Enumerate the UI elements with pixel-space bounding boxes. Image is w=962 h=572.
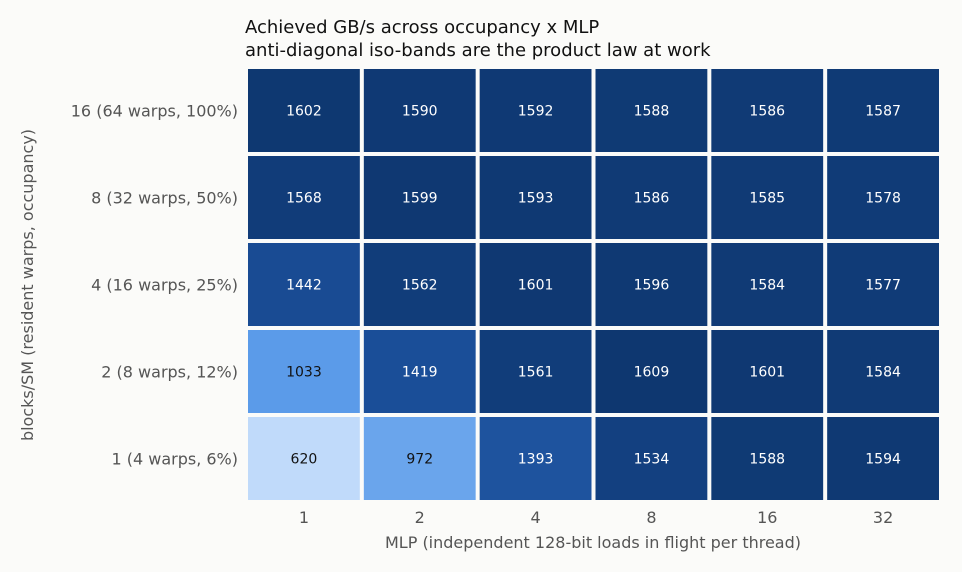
heatmap-cell (363, 330, 476, 413)
heatmap-cell (248, 417, 360, 500)
heatmap-cell (595, 417, 708, 500)
heatmap-cell (827, 243, 939, 326)
cell-value-label: 1588 (634, 104, 670, 120)
heatmap-cell (363, 417, 476, 500)
cell-value-label: 1590 (402, 104, 438, 120)
cell-value-label: 1587 (865, 104, 901, 120)
heatmap-cell (827, 69, 939, 152)
cell-value-label: 1584 (749, 278, 785, 294)
x-axis-label: MLP (independent 128-bit loads in flight… (385, 533, 801, 552)
heatmap-cell (248, 330, 360, 413)
heatmap-cell (479, 156, 592, 239)
x-tick-label: 1 (299, 508, 309, 527)
cell-value-label: 1601 (749, 365, 785, 381)
cell-value-label: 1534 (634, 452, 670, 468)
heatmap-cell (827, 417, 939, 500)
heatmap-cell (363, 156, 476, 239)
x-tick-label: 8 (646, 508, 656, 527)
y-tick-label: 8 (32 warps, 50%) (91, 189, 238, 208)
heatmap-cell (711, 330, 824, 413)
y-axis-label: blocks/SM (resident warps, occupancy) (18, 129, 37, 441)
heatmap-cell (479, 417, 592, 500)
heatmap-cell (479, 69, 592, 152)
cell-value-label: 1419 (402, 365, 438, 381)
cell-value-label: 1584 (865, 365, 901, 381)
heatmap-cell (363, 69, 476, 152)
cell-value-label: 1586 (749, 104, 785, 120)
cell-value-label: 1601 (518, 278, 554, 294)
x-tick-label: 16 (757, 508, 777, 527)
heatmap-cell (595, 243, 708, 326)
y-tick-label: 1 (4 warps, 6%) (111, 450, 238, 469)
x-tick-label: 32 (873, 508, 893, 527)
y-tick-label: 2 (8 warps, 12%) (101, 363, 238, 382)
cell-value-label: 1393 (518, 452, 554, 468)
cell-value-label: 1596 (634, 278, 670, 294)
cell-value-label: 1609 (634, 365, 670, 381)
cell-value-label: 1602 (286, 104, 322, 120)
cell-value-label: 1442 (286, 278, 322, 294)
heatmap-cell (595, 69, 708, 152)
heatmap-cell (711, 69, 824, 152)
heatmap-cell (827, 330, 939, 413)
cell-value-label: 1588 (749, 452, 785, 468)
x-tick-labels: 1 2 4 8 16 32 (299, 508, 893, 527)
heatmap-cell (479, 330, 592, 413)
heatmap-cell (711, 417, 824, 500)
cell-value-label: 1577 (865, 278, 901, 294)
cell-value-label: 1599 (402, 191, 438, 207)
heatmap-cell (595, 330, 708, 413)
heatmap-cell (363, 243, 476, 326)
chart-title: Achieved GB/s across occupancy x MLP (245, 17, 599, 38)
chart-subtitle: anti-diagonal iso-bands are the product … (245, 40, 711, 61)
cell-value-label: 972 (406, 452, 433, 468)
cell-value-label: 1033 (286, 365, 322, 381)
y-tick-label: 16 (64 warps, 100%) (71, 102, 238, 121)
cell-value-label: 1592 (518, 104, 554, 120)
heatmap-cell (248, 156, 360, 239)
cell-value-label: 1585 (749, 191, 785, 207)
heatmap-cell (711, 243, 824, 326)
y-tick-labels: 16 (64 warps, 100%) 8 (32 warps, 50%) 4 (1… (71, 102, 238, 469)
x-tick-label: 4 (530, 508, 540, 527)
heatmap-cell (248, 243, 360, 326)
heatmap-cell (827, 156, 939, 239)
heatmap-cell (595, 156, 708, 239)
cell-value-label: 1568 (286, 191, 322, 207)
x-tick-label: 2 (415, 508, 425, 527)
cell-value-label: 1562 (402, 278, 438, 294)
heatmap-cell (479, 243, 592, 326)
y-tick-label: 4 (16 warps, 25%) (91, 276, 238, 295)
cell-value-label: 1593 (518, 191, 554, 207)
cell-value-label: 620 (291, 452, 318, 468)
heatmap-cell (711, 156, 824, 239)
cell-value-label: 1561 (518, 365, 554, 381)
cell-value-label: 1578 (865, 191, 901, 207)
heatmap-cells: 1602 1590 1592 1588 1586 1587 1568 1599 1593 1586… (248, 69, 939, 500)
heatmap-cell (248, 69, 360, 152)
cell-value-label: 1586 (634, 191, 670, 207)
cell-value-label: 1594 (865, 452, 901, 468)
